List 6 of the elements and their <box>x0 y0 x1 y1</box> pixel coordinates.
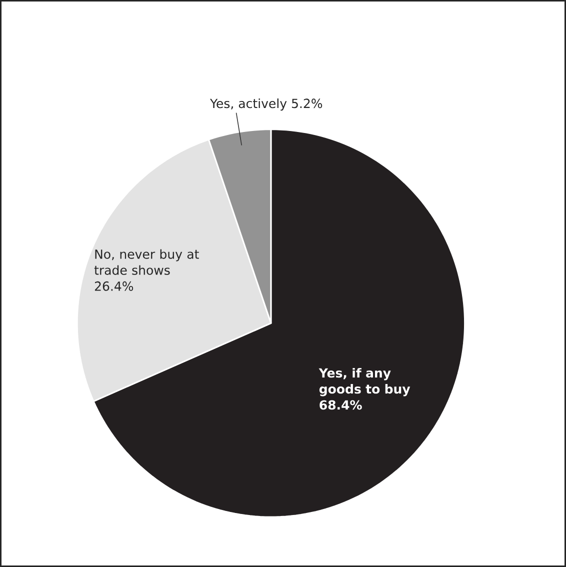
slice-label: Yes, if any goods to buy <box>318 368 410 396</box>
slice-label: No, never buy at trade shows <box>94 249 199 275</box>
data-label: 68.4% <box>320 400 362 410</box>
slice-label: Yes, actively <box>210 98 287 111</box>
data-label: 26.4% <box>94 281 134 291</box>
data-label: 5.2% <box>292 98 322 108</box>
